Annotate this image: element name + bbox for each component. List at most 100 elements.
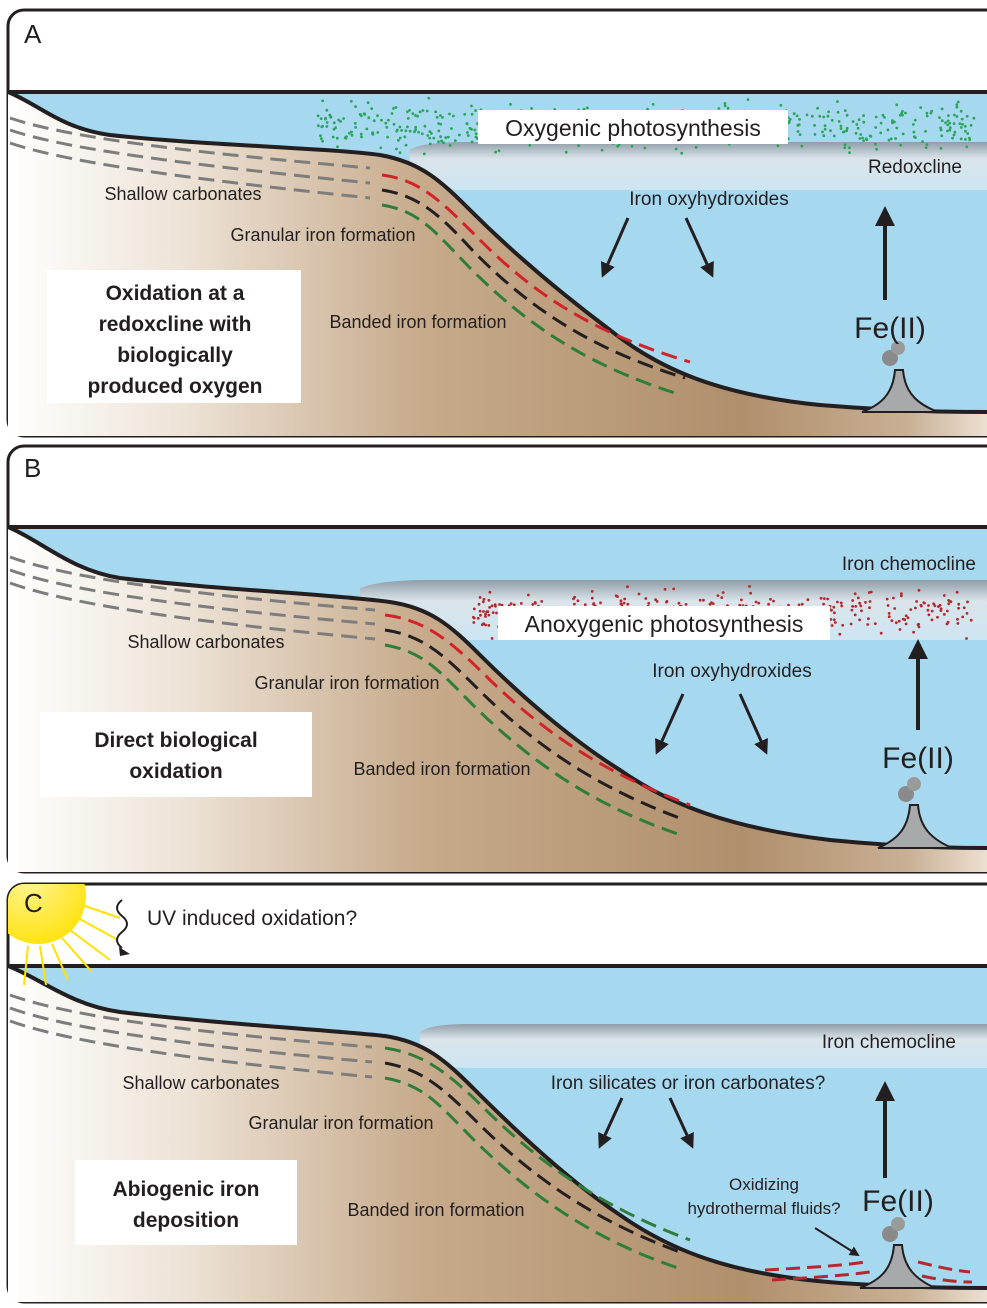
microbe-dot (749, 591, 752, 595)
microbe-dot (869, 135, 873, 138)
microbe-dot (582, 107, 586, 111)
microbe-dot (519, 602, 523, 605)
microbe-dot (894, 621, 898, 625)
microbe-dot (380, 118, 383, 122)
microbe-dot (434, 110, 438, 114)
microbe-dot (958, 122, 962, 126)
panel-a-shelf-label: Shallow carbonates (104, 184, 261, 204)
microbe-dot (435, 115, 439, 119)
microbe-dot (893, 607, 897, 610)
panel-c-shelf-label: Shallow carbonates (122, 1073, 279, 1093)
microbe-dot (350, 130, 353, 134)
microbe-dot (623, 597, 627, 601)
microbe-dot (494, 150, 497, 154)
microbe-dot (694, 145, 698, 149)
microbe-dot (420, 132, 424, 136)
microbe-dot (923, 601, 926, 605)
microbe-dot (887, 612, 891, 615)
panel-a-redoxcline-label: Redoxcline (868, 157, 962, 178)
microbe-dot (702, 598, 705, 602)
panel-b-vent-smoke (898, 786, 914, 802)
microbe-dot (862, 114, 865, 118)
microbe-dot (740, 598, 743, 602)
microbe-dot (853, 592, 857, 596)
microbe-dot (698, 598, 702, 602)
sun-icon (8, 884, 121, 986)
microbe-dot (406, 110, 409, 114)
microbe-dot (942, 594, 946, 597)
microbe-dot (890, 619, 894, 623)
microbe-dot (830, 624, 834, 627)
microbe-dot (796, 130, 800, 133)
panel-c-chemocline-label: Iron chemocline (822, 1032, 956, 1053)
microbe-dot (834, 621, 837, 624)
microbe-dot (948, 121, 952, 125)
microbe-dot (406, 125, 409, 129)
panel-c-seafloor-line (7, 964, 987, 1290)
microbe-dot (738, 603, 742, 607)
microbe-dot (463, 112, 467, 116)
microbe-dot (354, 126, 357, 129)
microbe-dot (966, 132, 970, 135)
microbe-dot (408, 129, 412, 133)
microbe-dot (912, 123, 915, 126)
microbe-dot (470, 140, 474, 144)
microbe-dot (376, 131, 380, 134)
panel-c-settling-arrow-left (598, 1097, 624, 1149)
microbe-dot (414, 114, 417, 117)
microbe-dot (792, 112, 796, 115)
microbe-dot (972, 116, 976, 120)
microbe-dot (444, 136, 448, 140)
microbe-dot (359, 132, 363, 136)
microbe-dot (422, 152, 426, 156)
microbe-dot (826, 597, 830, 601)
microbe-dot (495, 611, 498, 615)
microbe-dot (822, 115, 826, 119)
microbe-dot (942, 613, 946, 616)
panel-b-mechanism-line-2: oxidation (129, 760, 222, 783)
microbe-dot (864, 137, 868, 141)
microbe-dot (830, 118, 834, 122)
microbe-dot (874, 126, 878, 129)
microbe-dot (859, 604, 863, 608)
panel-b-iron-layer-black (384, 628, 686, 822)
microbe-dot (965, 145, 969, 149)
microbe-dot (948, 128, 952, 132)
panel-b-mechanism-line-1: Direct biological (94, 729, 257, 752)
microbe-dot (384, 121, 388, 125)
panel-b-chemocline-label: Iron chemocline (842, 554, 976, 575)
microbe-dot (855, 123, 859, 126)
microbe-dot (968, 138, 972, 142)
microbe-dot (576, 599, 580, 603)
microbe-dot (398, 136, 402, 140)
microbe-dot (769, 597, 772, 601)
microbe-dot (832, 134, 836, 138)
panel-b-settling-arrow-left (655, 693, 685, 755)
microbe-dot (796, 124, 800, 127)
microbe-dot (853, 613, 857, 617)
microbe-dot (961, 123, 964, 126)
microbe-dot (531, 603, 535, 606)
microbe-dot (960, 117, 964, 121)
microbe-dot (476, 616, 480, 620)
microbe-dot (379, 146, 383, 150)
microbe-dot (472, 607, 476, 611)
microbe-dot (428, 142, 432, 146)
microbe-dot (470, 104, 473, 108)
microbe-dot (939, 146, 943, 150)
microbe-dot (470, 127, 473, 131)
microbe-dot (484, 612, 487, 616)
microbe-dot (840, 604, 844, 608)
microbe-dot (898, 113, 902, 117)
microbe-dot (848, 151, 851, 155)
microbe-dot (917, 588, 921, 592)
microbe-dot (349, 99, 353, 103)
microbe-dot (829, 129, 832, 133)
microbe-dot (839, 601, 843, 605)
microbe-dot (482, 597, 486, 601)
microbe-dot (841, 623, 845, 627)
microbe-dot (392, 107, 395, 110)
microbe-dot (392, 122, 396, 126)
microbe-dot (475, 137, 479, 140)
microbe-dot (414, 125, 418, 129)
